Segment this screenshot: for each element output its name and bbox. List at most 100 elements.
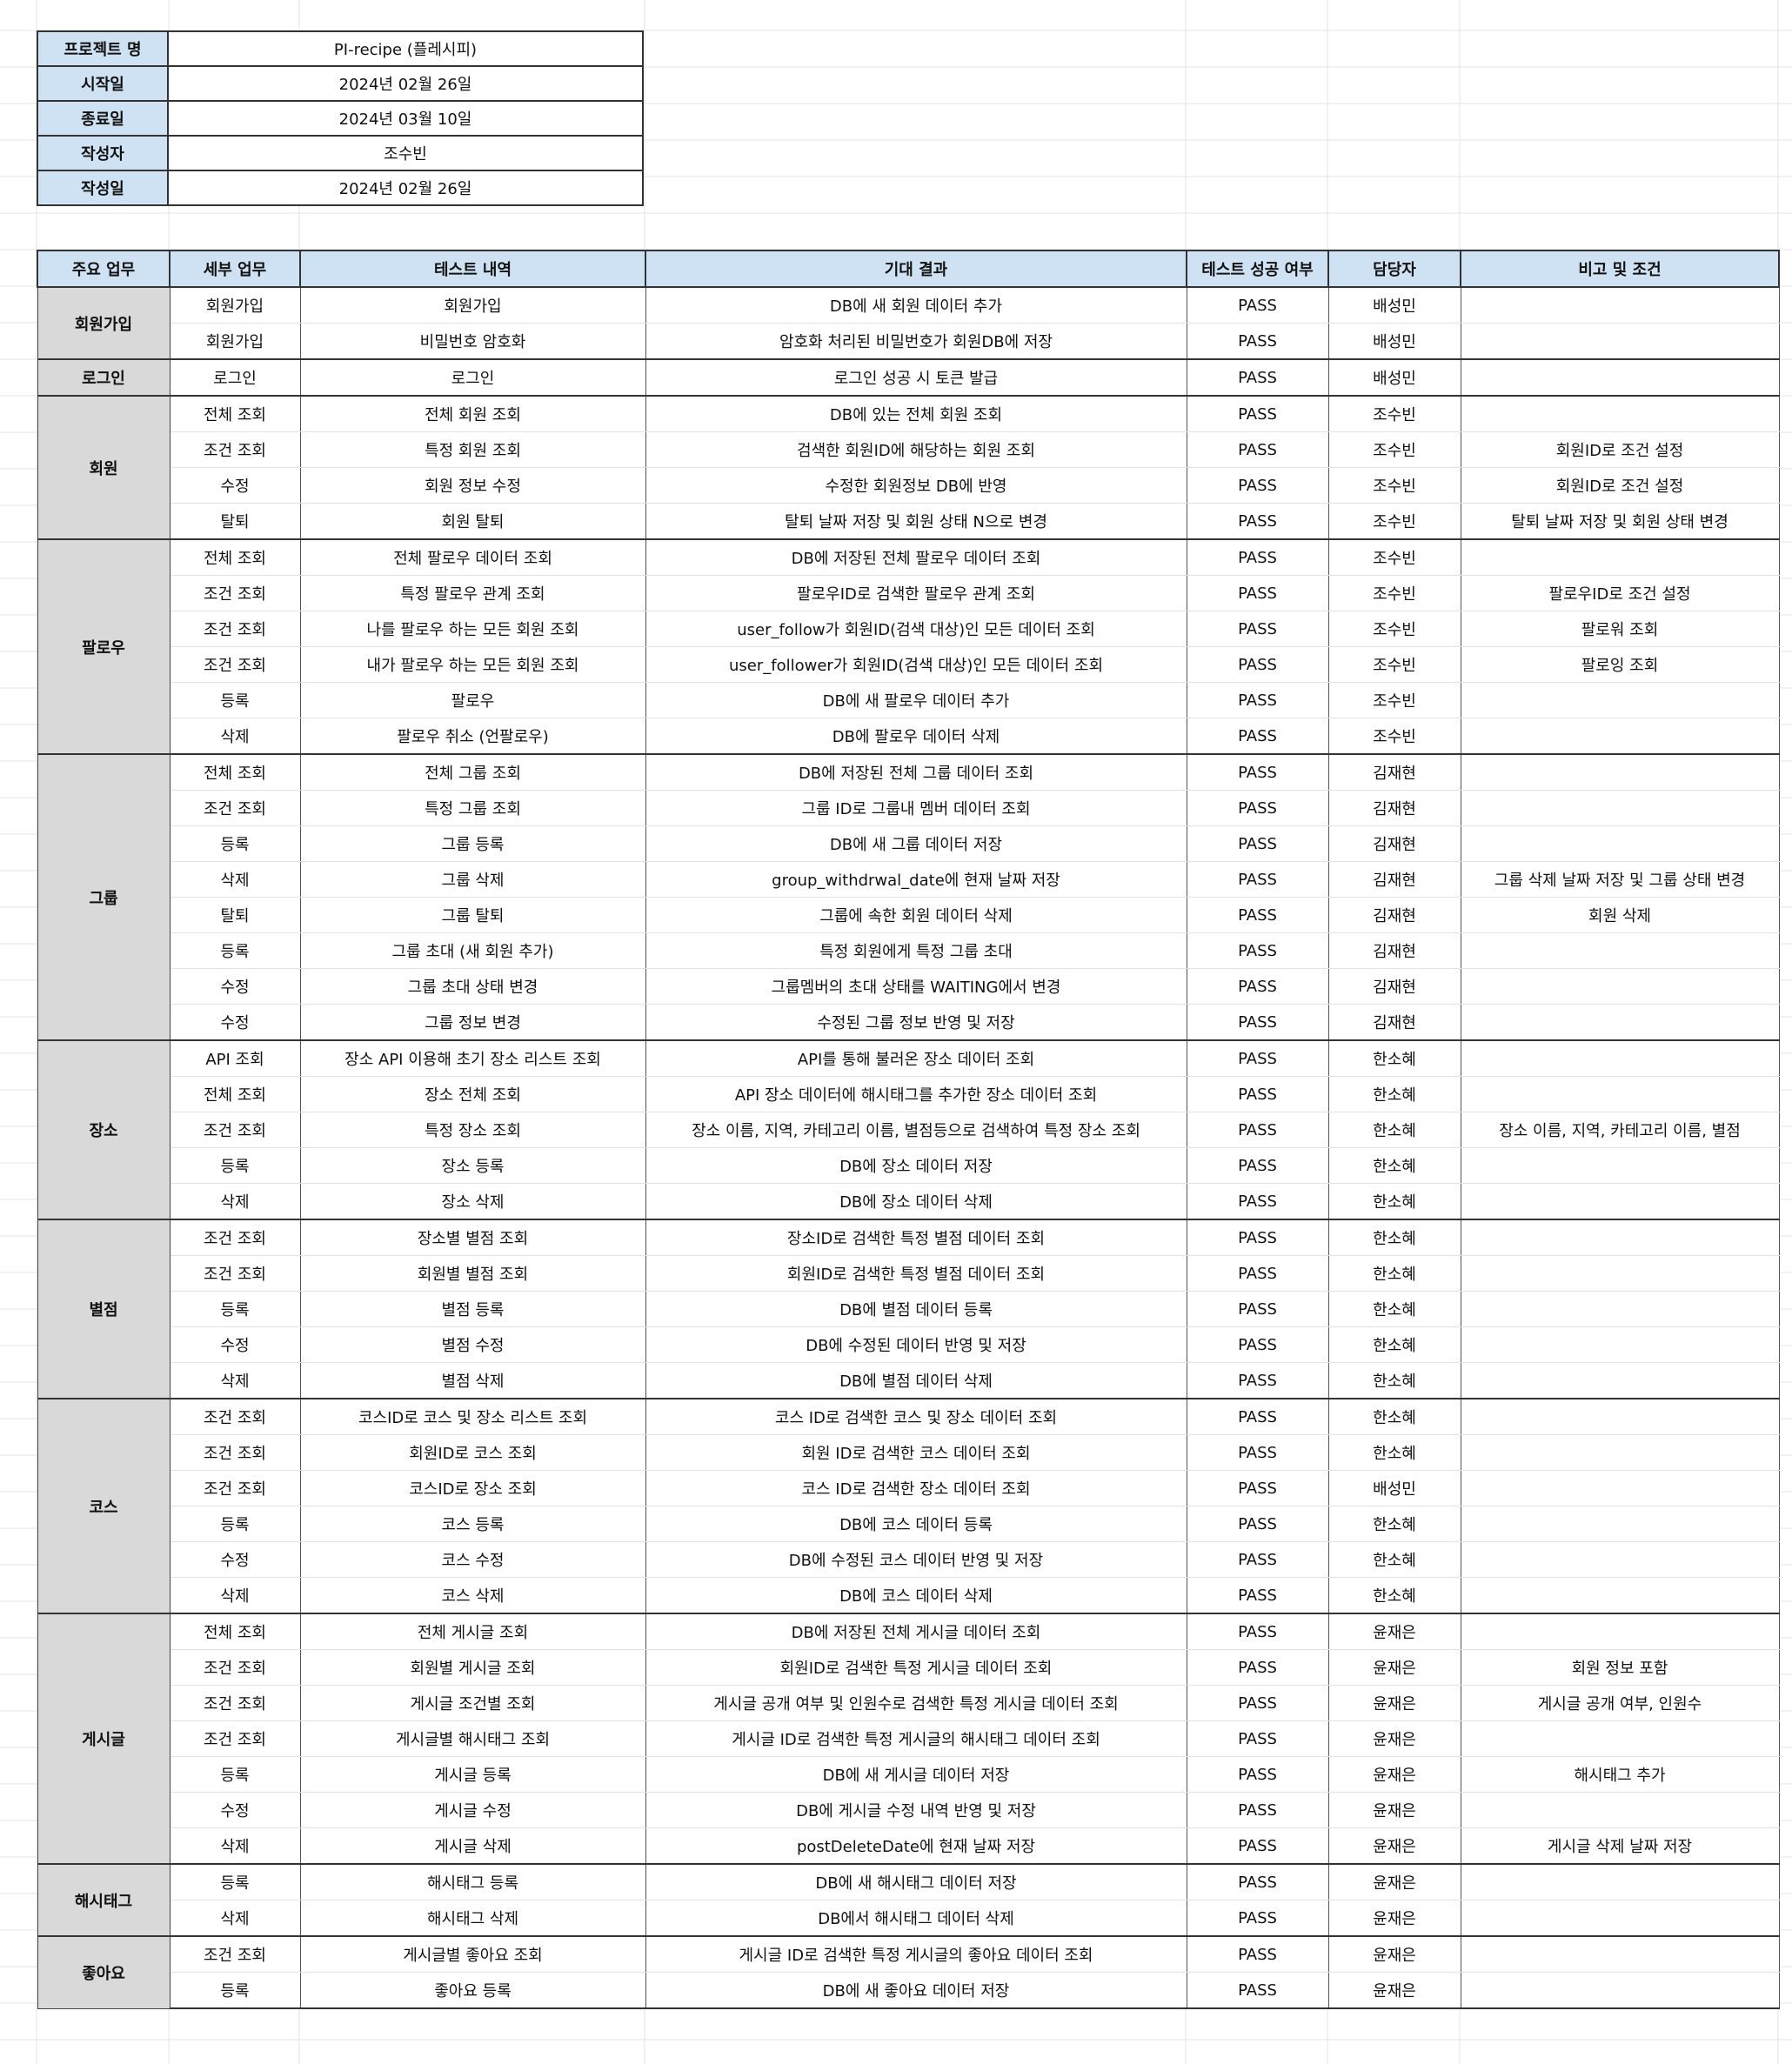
table-row: 조건 조회 특정 회원 조회 검색한 회원ID에 해당하는 회원 조회 PASS 조수빈… (37, 431, 1780, 468)
expected-result-cell: 게시글 ID로 검색한 특정 게시글의 좋아요 데이터 조회 (645, 1935, 1187, 1973)
test-content-cell: 팔로우 (299, 682, 646, 718)
test-content-cell: 게시글 조건별 조회 (299, 1685, 646, 1721)
sub-task-cell: 삭제 (169, 861, 301, 898)
sub-task-cell: 조건 조회 (169, 1935, 301, 1973)
owner-cell: 윤재은 (1327, 1827, 1461, 1865)
sub-task-cell: 삭제 (169, 718, 301, 755)
test-content-cell: 장소 삭제 (299, 1183, 646, 1220)
sub-task-cell: 조건 조회 (169, 1720, 301, 1757)
table-row: 삭제 코스 삭제 DB에 코스 데이터 삭제 PASS 한소혜 (37, 1577, 1780, 1614)
table-row: 해시태그 등록 해시태그 등록 DB에 새 해시태그 데이터 저장 PASS 윤재은 (37, 1863, 1780, 1937)
table-row: 수정 게시글 수정 DB에 게시글 수정 내역 반영 및 저장 PASS 윤재은 (37, 1792, 1780, 1828)
test-result-cell: PASS (1186, 1004, 1329, 1041)
test-content-cell: 내가 팔로우 하는 모든 회원 조회 (299, 646, 646, 683)
note-cell (1460, 790, 1780, 826)
table-row: 전체 조회 장소 전체 조회 API 장소 데이터에 해시태그를 추가한 장소 데이… (37, 1076, 1780, 1112)
sub-task-cell: 조건 조회 (169, 1112, 301, 1148)
owner-cell: 조수빈 (1327, 467, 1461, 504)
header-main-task: 주요 업무 (37, 250, 171, 288)
sub-task-cell: 전체 조회 (169, 1613, 301, 1650)
table-row: 회원가입 회원가입 회원가입 DB에 새 회원 데이터 추가 PASS 배성민 (37, 286, 1780, 360)
owner-cell: 한소혜 (1327, 1541, 1461, 1578)
sub-task-cell: 조건 조회 (169, 1434, 301, 1471)
info-row: 작성자 조수빈 (37, 135, 644, 171)
note-cell (1460, 1039, 1780, 1077)
test-result-cell: PASS (1186, 1972, 1329, 2009)
note-cell (1460, 538, 1780, 576)
test-content-cell: 코스ID로 장소 조회 (299, 1470, 646, 1506)
table-row: 등록 게시글 등록 DB에 새 게시글 데이터 저장 PASS 윤재은 해시태그 추가 (37, 1756, 1780, 1793)
test-content-cell: 특정 팔로우 관계 조회 (299, 575, 646, 611)
expected-result-cell: DB에 새 게시글 데이터 저장 (645, 1756, 1187, 1793)
owner-cell: 윤재은 (1327, 1649, 1461, 1686)
sub-task-cell: 삭제 (169, 1827, 301, 1865)
note-cell: 해시태그 추가 (1460, 1756, 1780, 1793)
test-content-cell: 전체 그룹 조회 (299, 753, 646, 791)
expected-result-cell: DB에 코스 데이터 삭제 (645, 1577, 1187, 1614)
table-row: 삭제 그룹 삭제 group_withdrwal_date에 현재 날짜 저장 PAS… (37, 861, 1780, 898)
note-cell: 팔로워 조회 (1460, 611, 1780, 647)
test-result-cell: PASS (1186, 897, 1329, 933)
expected-result-cell: DB에 저장된 전체 그룹 데이터 조회 (645, 753, 1187, 791)
note-cell (1460, 1863, 1780, 1900)
test-result-cell: PASS (1186, 286, 1329, 324)
owner-cell: 윤재은 (1327, 1613, 1461, 1650)
owner-cell: 김재현 (1327, 897, 1461, 933)
sub-task-cell: 수정 (169, 1541, 301, 1578)
note-cell (1460, 932, 1780, 969)
info-value: PI-recipe (플레시피) (167, 30, 644, 67)
test-content-cell: 별점 등록 (299, 1291, 646, 1327)
owner-cell: 조수빈 (1327, 503, 1461, 540)
expected-result-cell: 게시글 ID로 검색한 특정 게시글의 해시태그 데이터 조회 (645, 1720, 1187, 1757)
owner-cell: 조수빈 (1327, 646, 1461, 683)
category-cell: 로그인 (37, 358, 171, 397)
project-info-table: 프로젝트 명 PI-recipe (플레시피) 시작일 2024년 02월 26일 종료… (37, 30, 644, 206)
owner-cell: 한소혜 (1327, 1326, 1461, 1363)
category-cell: 회원가입 (37, 286, 171, 360)
owner-cell: 한소혜 (1327, 1506, 1461, 1542)
note-cell (1460, 1183, 1780, 1220)
note-cell (1460, 1434, 1780, 1471)
table-row: 등록 별점 등록 DB에 별점 데이터 등록 PASS 한소혜 (37, 1291, 1780, 1327)
note-cell (1460, 1935, 1780, 1973)
note-cell (1460, 1613, 1780, 1650)
table-row: 수정 별점 수정 DB에 수정된 데이터 반영 및 저장 PASS 한소혜 (37, 1326, 1780, 1363)
sub-task-cell: 등록 (169, 1506, 301, 1542)
sub-task-cell: 전체 조회 (169, 1076, 301, 1112)
test-result-cell: PASS (1186, 1112, 1329, 1148)
expected-result-cell: user_follower가 회원ID(검색 대상)인 모든 데이터 조회 (645, 646, 1187, 683)
expected-result-cell: API를 통해 불러온 장소 데이터 조회 (645, 1039, 1187, 1077)
owner-cell: 윤재은 (1327, 1863, 1461, 1900)
table-row: 회원 전체 조회 전체 회원 조회 DB에 있는 전체 회원 조회 PASS 조수빈 (37, 395, 1780, 540)
table-row: 게시글 전체 조회 전체 게시글 조회 DB에 저장된 전체 게시글 데이터 조회 PA… (37, 1613, 1780, 1865)
sub-task-cell: 조건 조회 (169, 431, 301, 468)
test-result-cell: PASS (1186, 1541, 1329, 1578)
header-expected-result: 기대 결과 (645, 250, 1187, 288)
info-label: 작성자 (37, 135, 169, 171)
test-content-cell: 해시태그 삭제 (299, 1900, 646, 1937)
sub-task-cell: 전체 조회 (169, 395, 301, 432)
test-result-cell: PASS (1186, 575, 1329, 611)
note-cell (1460, 1362, 1780, 1399)
test-result-cell: PASS (1186, 503, 1329, 540)
sub-task-cell: 수정 (169, 968, 301, 1005)
test-result-cell: PASS (1186, 467, 1329, 504)
note-cell (1460, 1470, 1780, 1506)
note-cell (1460, 718, 1780, 755)
owner-cell: 김재현 (1327, 861, 1461, 898)
sub-task-cell: 등록 (169, 932, 301, 969)
expected-result-cell: DB에 별점 데이터 등록 (645, 1291, 1187, 1327)
test-content-cell: 전체 팔로우 데이터 조회 (299, 538, 646, 576)
sub-task-cell: API 조회 (169, 1039, 301, 1077)
expected-result-cell: DB에 새 팔로우 데이터 추가 (645, 682, 1187, 718)
expected-result-cell: DB에 장소 데이터 삭제 (645, 1183, 1187, 1220)
expected-result-cell: DB에 저장된 전체 게시글 데이터 조회 (645, 1613, 1187, 1650)
expected-result-cell: 암호화 처리된 비밀번호가 회원DB에 저장 (645, 323, 1187, 360)
test-content-cell: 회원별 별점 조회 (299, 1255, 646, 1292)
test-result-cell: PASS (1186, 1827, 1329, 1865)
test-result-cell: PASS (1186, 1756, 1329, 1793)
test-result-cell: PASS (1186, 1219, 1329, 1256)
test-result-cell: PASS (1186, 611, 1329, 647)
test-content-cell: 팔로우 취소 (언팔로우) (299, 718, 646, 755)
owner-cell: 한소혜 (1327, 1039, 1461, 1077)
